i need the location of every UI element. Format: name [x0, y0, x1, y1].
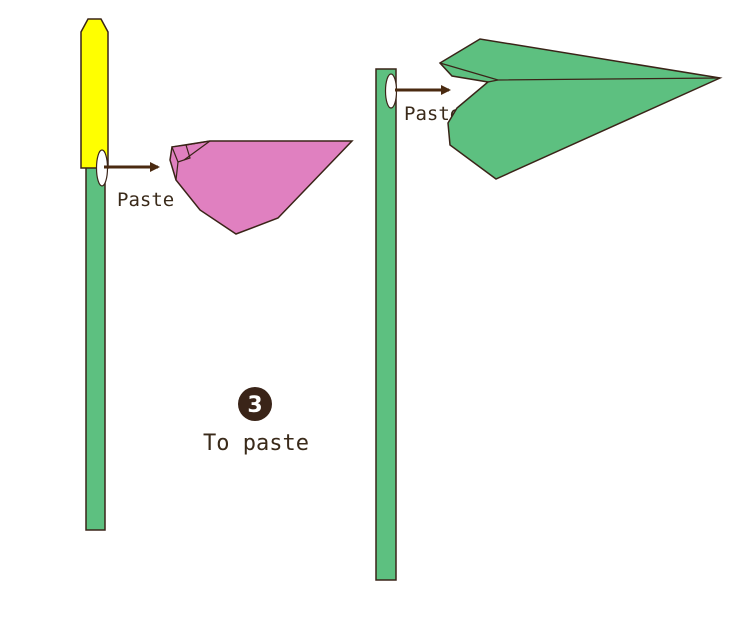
step-number-badge	[238, 387, 272, 421]
step-title: To paste	[203, 431, 309, 456]
pink-petal	[169, 140, 354, 235]
left-assembly: Paste	[80, 18, 354, 531]
left-stem	[85, 164, 106, 531]
green-leaf	[438, 38, 723, 180]
step-number: 3	[247, 393, 262, 418]
yellow-bud	[80, 18, 109, 169]
paste-label-left: Paste	[117, 189, 174, 211]
paste-label-right: Paste	[404, 103, 461, 125]
right-stem	[375, 68, 397, 581]
step-label: 3 To paste	[203, 387, 309, 456]
right-assembly: Paste	[375, 38, 723, 581]
paste-spot-right	[384, 73, 398, 109]
